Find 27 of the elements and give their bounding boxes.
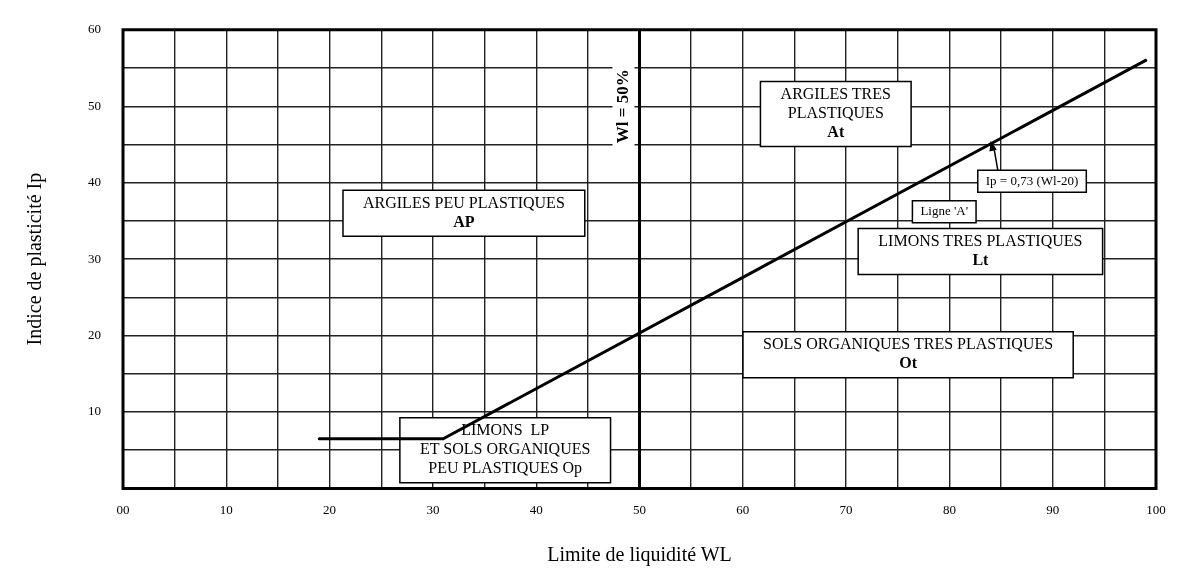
y-tick-label: 30 (88, 250, 101, 266)
x-tick-label: 30 (426, 501, 440, 517)
y-tick-label: 40 (88, 174, 101, 190)
annotation: SOLS ORGANIQUES TRES PLASTIQUES Ot (763, 335, 1054, 372)
y-tick-label: 60 (88, 21, 101, 37)
x-tick-label: 00 (116, 501, 130, 517)
annotation: Ligne 'A' (920, 203, 969, 219)
x-tick-label: 10 (219, 501, 233, 517)
x-tick-label: 90 (1046, 501, 1060, 517)
y-tick-label: 20 (88, 326, 101, 342)
y-tick-label: 10 (88, 403, 101, 419)
x-tick-label: 40 (529, 501, 543, 517)
x-axis-title: Limite de liquidité WL (547, 543, 732, 567)
x-tick-label: 20 (323, 501, 337, 517)
annotation: ARGILES PEU PLASTIQUES AP (362, 193, 565, 230)
annotation: ARGILES TRES PLASTIQUES At (780, 85, 891, 141)
annotation: LIMONS TRES PLASTIQUES Lt (878, 232, 1083, 269)
ref-line-label: Wl = 50% (612, 69, 632, 144)
annotation: LIMONS LP ET SOLS ORGANIQUES PEU PLASTIQUES Op (420, 421, 591, 478)
x-tick-label: 60 (736, 501, 750, 517)
x-tick-label: 70 (839, 501, 853, 517)
y-tick-label: 50 (88, 97, 101, 113)
x-tick-label: 80 (942, 501, 956, 517)
y-axis-title: Indice de plasticité Ip (23, 172, 47, 346)
x-tick-label: 100 (1146, 501, 1166, 517)
annotation: Ip = 0,73 (Wl-20) (985, 172, 1079, 188)
x-tick-label: 50 (633, 501, 646, 517)
